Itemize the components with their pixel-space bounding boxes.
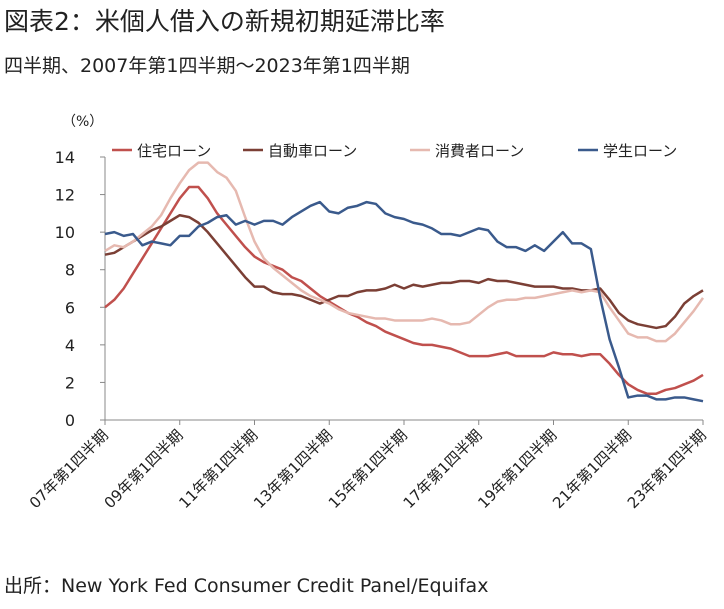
x-tick-label: 21年第1四半期 bbox=[549, 426, 635, 512]
x-tick-label: 23年第1四半期 bbox=[624, 426, 710, 512]
y-tick-label: 6 bbox=[65, 298, 75, 317]
x-tick-label: 19年第1四半期 bbox=[474, 426, 560, 512]
series-line bbox=[104, 161, 705, 343]
chart-title: 図表2：米個人借入の新規初期延滞比率 bbox=[4, 7, 445, 36]
legend-label: 消費者ローン bbox=[435, 142, 524, 160]
series-line bbox=[104, 213, 704, 330]
x-tick-label: 09年第1四半期 bbox=[101, 426, 187, 512]
y-tick-label: 8 bbox=[65, 261, 75, 280]
series-line bbox=[104, 185, 704, 395]
x-tick-label: 07年第1四半期 bbox=[26, 426, 112, 512]
y-tick-label: 0 bbox=[65, 411, 75, 430]
chart-subtitle: 四半期、2007年第1四半期～2023年第1四半期 bbox=[4, 55, 410, 77]
y-tick-label: 4 bbox=[65, 336, 75, 355]
y-tick-label: 10 bbox=[55, 223, 75, 242]
source-note: 出所：New York Fed Consumer Credit Panel/Eq… bbox=[4, 575, 488, 597]
y-tick-label: 12 bbox=[55, 186, 75, 205]
series-line bbox=[104, 200, 704, 403]
x-tick-label: 15年第1四半期 bbox=[325, 426, 411, 512]
x-tick-label: 13年第1四半期 bbox=[250, 426, 336, 512]
x-tick-label: 11年第1四半期 bbox=[175, 426, 261, 512]
legend-label: 自動車ローン bbox=[268, 142, 357, 160]
y-axis-label: （%） bbox=[62, 114, 103, 130]
legend-label: 住宅ローン bbox=[137, 142, 211, 160]
y-tick-label: 14 bbox=[55, 148, 75, 167]
legend-label: 学生ローン bbox=[603, 142, 677, 160]
x-tick-label: 17年第1四半期 bbox=[400, 426, 486, 512]
y-tick-label: 2 bbox=[65, 373, 75, 392]
